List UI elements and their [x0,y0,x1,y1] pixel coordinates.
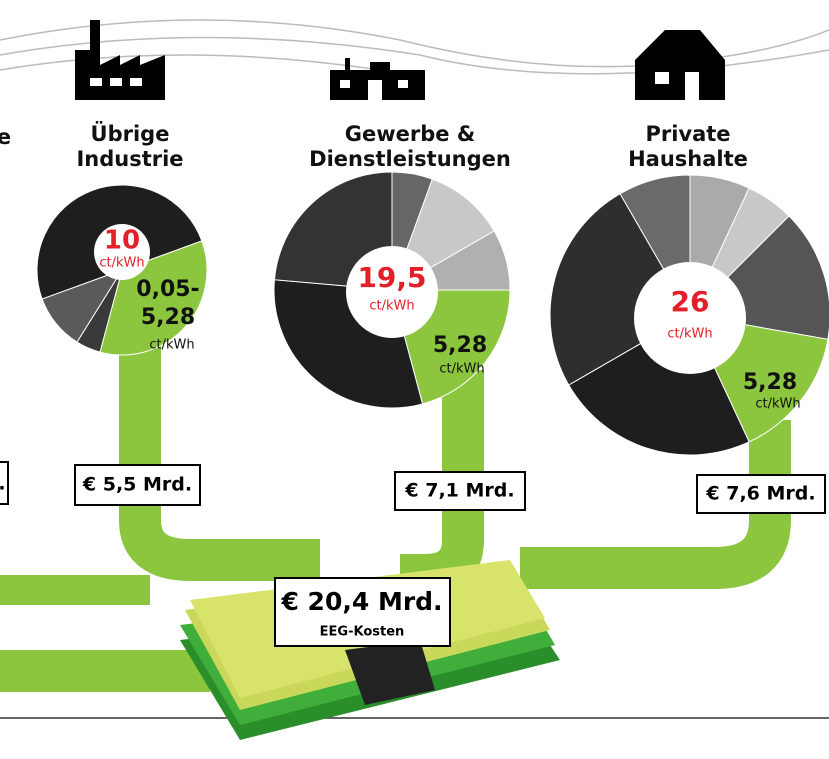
eeg-unit: ct/kWh [149,338,194,353]
heading-cut: e [0,125,11,149]
infographic: e . € 20,4 Mrd. EEG-Kosten ÜbrigeIndustr… [0,0,829,759]
price-unit: ct/kWh [369,299,414,314]
total-amount: € 20,4 Mrd. [280,587,442,616]
price: 19,5 [357,261,426,294]
sector-heading: Übrige [91,121,170,146]
pie-center [634,262,746,374]
flow-left [0,650,210,692]
eeg-value: 5,28 [141,305,195,330]
sector-heading: Dienstleistungen [309,147,511,171]
cost: € 7,1 Mrd. [404,480,514,502]
price: 10 [104,226,140,256]
sector-heading: Private [645,122,730,146]
sector-heading: Haushalte [628,147,748,171]
cost: € 5,5 Mrd. [82,474,192,496]
flow-left [0,575,150,605]
price-unit: ct/kWh [99,256,144,271]
price: 26 [671,285,710,318]
eeg-value: 0,05- [136,277,199,302]
sector-heading: Gewerbe & [345,122,475,146]
sector-heading: Industrie [76,147,183,171]
total-label: EEG-Kosten [320,625,405,640]
eeg-value: 5,28 [433,333,487,358]
eeg-unit: ct/kWh [439,362,484,377]
cost: € 7,6 Mrd. [705,483,815,505]
price-unit: ct/kWh [667,327,712,342]
cost-cut: . [0,473,6,495]
eeg-unit: ct/kWh [755,397,800,412]
eeg-value: 5,28 [743,370,797,395]
